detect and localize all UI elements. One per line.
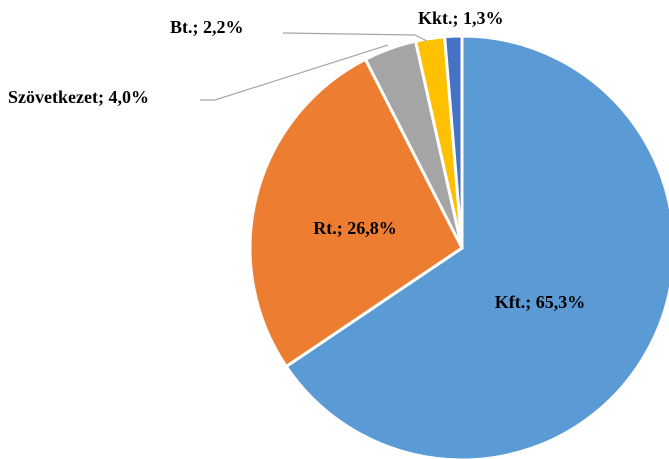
pie-slice	[248, 57, 464, 369]
data-label: Kft.; 65,3%	[495, 292, 585, 312]
pie-slice	[284, 34, 669, 459]
data-label: Kkt.; 1,3%	[418, 8, 504, 28]
data-label: Szövetkezet; 4,0%	[8, 87, 149, 107]
leader-line	[200, 44, 389, 101]
data-label: Rt.; 26,8%	[313, 218, 397, 238]
leader-line	[282, 32, 428, 42]
data-label: Bt.; 2,2%	[170, 17, 244, 37]
pie-slice	[443, 34, 464, 249]
